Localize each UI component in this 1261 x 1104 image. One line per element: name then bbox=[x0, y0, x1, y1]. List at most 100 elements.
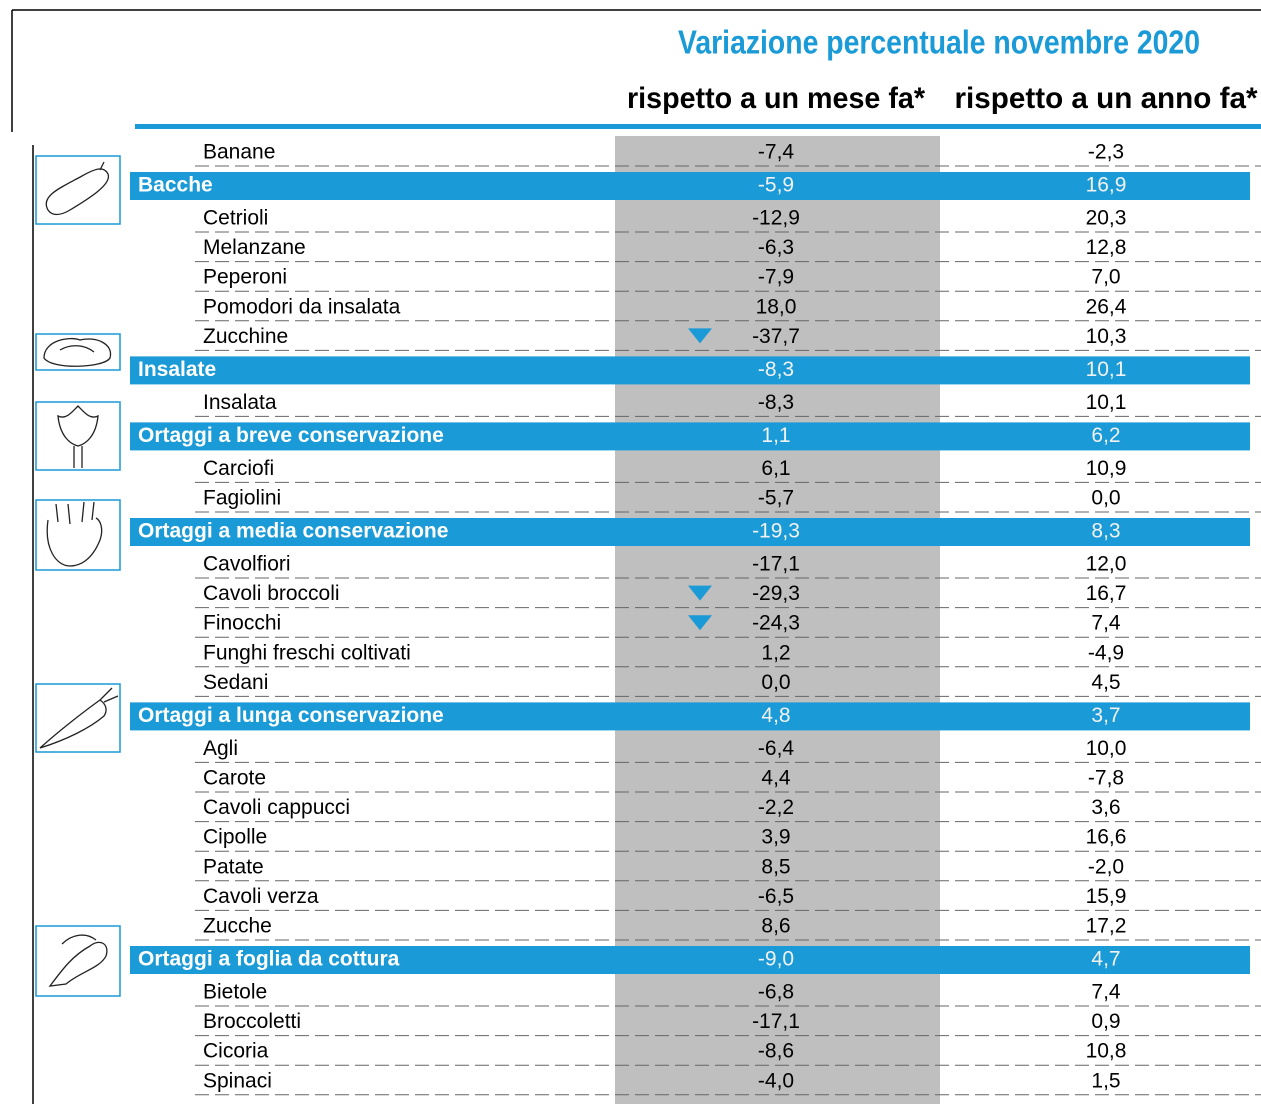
group-band bbox=[130, 946, 1250, 974]
group-band bbox=[130, 518, 1250, 546]
item-value: 10,1 bbox=[1086, 391, 1127, 414]
item-label: Carote bbox=[203, 767, 266, 790]
highlight-column bbox=[615, 136, 940, 1104]
down-arrow bbox=[688, 615, 712, 631]
icons bbox=[35, 155, 121, 997]
group-value: 6,2 bbox=[1091, 424, 1120, 447]
item-label: Cavoli broccoli bbox=[203, 582, 340, 605]
item-value: -37,7 bbox=[752, 325, 800, 348]
item-value: 12,0 bbox=[1086, 553, 1127, 576]
item-label: Cavolfiori bbox=[203, 553, 291, 576]
item-value: 18,0 bbox=[756, 295, 797, 318]
item-value: 20,3 bbox=[1086, 207, 1127, 230]
item-value: -17,1 bbox=[752, 1010, 800, 1033]
column-header: rispetto a un anno fa* bbox=[955, 82, 1258, 115]
item-value: -6,4 bbox=[758, 737, 795, 760]
group-value: 16,9 bbox=[1086, 174, 1127, 197]
item-value: -24,3 bbox=[752, 612, 800, 635]
item-label: Zucchine bbox=[203, 325, 288, 348]
item-value: -17,1 bbox=[752, 553, 800, 576]
icon-fennel bbox=[35, 499, 121, 571]
rows: Banane -7,4 -2,3 Bacche -5,9 16,9 Cetrioli -12,… bbox=[130, 141, 1261, 1096]
item-label: Cetrioli bbox=[203, 207, 268, 230]
item-value: 8,5 bbox=[761, 855, 790, 878]
item-value: 17,2 bbox=[1086, 915, 1127, 938]
icon-chard bbox=[35, 925, 121, 997]
item-value: -12,9 bbox=[752, 207, 800, 230]
item-value: 15,9 bbox=[1086, 885, 1127, 908]
group-value: 8,3 bbox=[1091, 520, 1120, 543]
item-value: -5,7 bbox=[758, 487, 794, 510]
item-value: 0,0 bbox=[1091, 487, 1120, 510]
icon-artichoke bbox=[35, 401, 121, 471]
item-value: 7,4 bbox=[1091, 981, 1121, 1004]
item-value: 4,4 bbox=[761, 767, 791, 790]
item-value: -2,0 bbox=[1088, 855, 1124, 878]
item-value: 4,5 bbox=[1091, 671, 1120, 694]
item-label: Sedani bbox=[203, 671, 268, 694]
group-label: Ortaggi a lunga conservazione bbox=[138, 704, 444, 727]
group-label: Ortaggi a foglia da cottura bbox=[138, 948, 400, 971]
item-value: -7,9 bbox=[758, 266, 794, 289]
item-value: 16,7 bbox=[1086, 582, 1127, 605]
item-value: 6,1 bbox=[761, 457, 790, 480]
item-value: 3,9 bbox=[761, 826, 790, 849]
item-value: -6,3 bbox=[758, 236, 794, 259]
item-value: 1,5 bbox=[1091, 1069, 1120, 1092]
item-value: 16,6 bbox=[1086, 826, 1127, 849]
item-value: 10,9 bbox=[1086, 457, 1127, 480]
item-value: -7,4 bbox=[758, 141, 795, 164]
item-label: Melanzane bbox=[203, 236, 306, 259]
item-label: Patate bbox=[203, 855, 264, 878]
item-label: Cavoli cappucci bbox=[203, 796, 350, 819]
item-label: Agli bbox=[203, 737, 238, 760]
down-arrow bbox=[688, 328, 712, 344]
group-value: 4,7 bbox=[1091, 948, 1120, 971]
item-value: -8,3 bbox=[758, 391, 794, 414]
item-value: 7,0 bbox=[1091, 266, 1120, 289]
group-band bbox=[130, 356, 1250, 385]
item-value: 10,3 bbox=[1086, 325, 1127, 348]
group-band bbox=[130, 172, 1250, 200]
item-value: -2,3 bbox=[1088, 141, 1124, 164]
item-value: 10,8 bbox=[1086, 1040, 1127, 1063]
item-label: Fagiolini bbox=[203, 487, 281, 510]
item-label: Peperoni bbox=[203, 266, 287, 289]
header-rule bbox=[135, 124, 1261, 129]
icon-eggplant bbox=[35, 155, 121, 225]
item-value: 7,4 bbox=[1091, 612, 1121, 635]
item-label: Spinaci bbox=[203, 1069, 272, 1092]
group-band bbox=[130, 702, 1250, 731]
item-label: Banane bbox=[203, 141, 275, 164]
item-value: -7,8 bbox=[1088, 767, 1124, 790]
item-label: Carciofi bbox=[203, 457, 274, 480]
item-label: Finocchi bbox=[203, 612, 281, 635]
group-value: 3,7 bbox=[1091, 704, 1120, 727]
item-value: 1,2 bbox=[761, 641, 790, 664]
item-value: -4,9 bbox=[1088, 641, 1124, 664]
group-value: 4,8 bbox=[761, 704, 790, 727]
item-label: Pomodori da insalata bbox=[203, 295, 401, 318]
item-value: -2,2 bbox=[758, 796, 794, 819]
icon-lettuce bbox=[35, 333, 121, 371]
item-label: Cicoria bbox=[203, 1040, 269, 1063]
group-value: -5,9 bbox=[758, 174, 794, 197]
group-value: -9,0 bbox=[758, 948, 794, 971]
item-label: Bietole bbox=[203, 981, 267, 1004]
group-value: 10,1 bbox=[1086, 358, 1127, 381]
group-value: -8,3 bbox=[758, 358, 794, 381]
group-band bbox=[130, 422, 1250, 451]
group-label: Insalate bbox=[138, 358, 216, 381]
item-value: 0,0 bbox=[761, 671, 790, 694]
column-header: rispetto a un mese fa* bbox=[627, 82, 925, 115]
item-label: Funghi freschi coltivati bbox=[203, 641, 411, 664]
item-value: -4,0 bbox=[758, 1069, 794, 1092]
item-label: Broccoletti bbox=[203, 1010, 301, 1033]
item-label: Cipolle bbox=[203, 826, 267, 849]
item-value: -6,5 bbox=[758, 885, 794, 908]
group-label: Bacche bbox=[138, 174, 213, 197]
item-value: 8,6 bbox=[761, 915, 790, 938]
item-value: -6,8 bbox=[758, 981, 794, 1004]
down-arrow bbox=[688, 585, 712, 601]
group-value: -19,3 bbox=[752, 520, 800, 543]
